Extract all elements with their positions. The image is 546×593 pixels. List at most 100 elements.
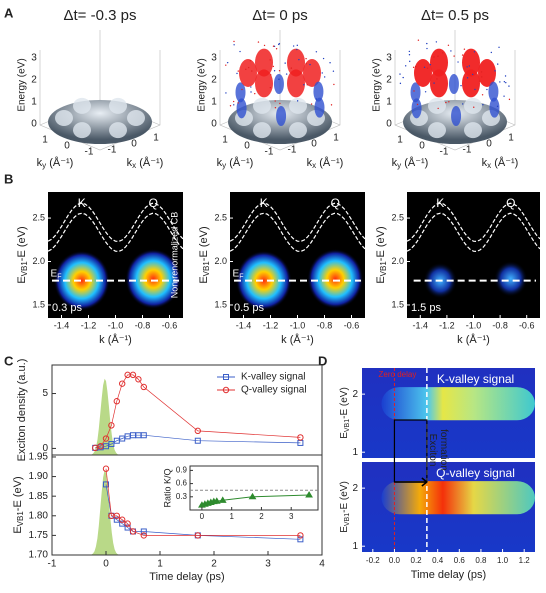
arpes-map [407,192,540,318]
electron-dot [269,59,271,61]
k-valley-cloud [411,98,422,119]
panel-letter: B [4,171,13,186]
electron-dot [480,71,483,73]
y-axis-label-tail: -E (eV) [12,476,24,511]
ky-axis-label: ky (Å⁻¹) [392,156,429,170]
band-bump [464,97,482,114]
data-point [129,528,137,535]
electron-dot [508,98,511,101]
y-tick-label: 5 [42,388,48,399]
electron-dot [448,101,450,103]
valley-label: Q [331,196,340,210]
x-axis-label: Time delay (ps) [149,571,224,583]
electron-dot [426,42,428,45]
electron-dot [472,73,474,76]
k-valley-cloud [235,82,246,103]
time-label: 1.5 ps [411,302,441,314]
exciton-signal [493,260,528,297]
ky-axis-label-sub: y [42,161,46,170]
electron-dot [247,66,250,69]
x-tick-label: 2 [259,512,264,521]
electron-dot [437,55,439,57]
band-bump [73,122,91,139]
electron-dot [272,65,275,68]
x-tick-label: -0.2 [366,556,380,565]
y-tick-label: 0.3 [176,492,188,501]
y-axis-label-sub: VB1 [379,261,388,277]
electron-dot [474,88,476,91]
electron-dot [226,61,229,64]
electron-dot [315,51,318,53]
electron-dot [408,50,411,53]
x-tick-label: -0.6 [162,320,178,330]
legend-marker [222,386,230,394]
electron-dot [306,84,308,86]
band-bump [428,97,446,114]
x-axis-label: k (Å⁻¹) [457,333,490,346]
z-tick-label: 2 [211,75,217,86]
q-valley-cloud [430,48,448,77]
series-line [105,468,301,536]
data-point [102,435,110,442]
exciton-signal [125,248,182,309]
electron-dot [508,85,510,87]
electron-dot [426,67,429,69]
map-label: K-valley signal [437,372,514,386]
electron-dot [305,57,307,60]
y-tick-label: 1.70 [29,550,49,561]
x-tick-label: 0.8 [475,556,487,565]
q-valley-cloud [414,59,432,87]
band-bump [464,122,482,139]
electron-dot [274,106,277,109]
z-tick-label: 3 [211,53,217,64]
z-tick-label: 0 [211,119,217,130]
electron-dot [273,70,276,72]
electron-dot [463,48,466,50]
pump-pulse [84,378,128,455]
time-label: 0.3 ps [52,302,82,314]
y-axis-label-base: E [339,526,350,533]
y-axis-label: EVB1-E (eV) [198,226,211,283]
zero-label: Zero delay [379,370,417,379]
electron-dot [298,58,300,61]
formation-arrow [394,477,429,487]
y-tick-label: 0.6 [176,479,188,488]
legend-label: K-valley signal [241,372,305,383]
fermi-label: EF [51,268,62,280]
y-tick-label: 1.95 [29,452,49,463]
ky-axis-label-tail: (Å⁻¹) [46,156,73,169]
electron-dot [333,83,335,86]
electron-dot [279,102,281,105]
x-tick-label: 1.2 [519,556,531,565]
ky-axis-label: ky (Å⁻¹) [217,156,254,170]
electron-dot [473,51,476,53]
x-tick-label: -1.2 [81,320,97,330]
z-tick-label: 1 [31,97,37,108]
kx-axis-label-base: k [482,157,488,169]
x-tick-label: -1.0 [108,320,124,330]
data-point [140,528,147,535]
data-point [129,371,137,379]
x-tick-label: 0.6 [454,556,466,565]
electron-dot [275,48,278,50]
series-line [95,434,301,449]
x-tick-label: 0 [103,559,109,570]
electron-dot [274,100,276,102]
kx-axis-label: kx (Å⁻¹) [482,156,519,170]
k-valley-cloud [314,97,325,118]
y-axis-label: EVB1-E (eV) [12,476,25,533]
y-axis-label-base: E [12,526,24,533]
electron-dot [249,60,252,62]
band-bump [127,110,145,126]
y-tick-label: 0 [42,443,48,454]
electron-dot [250,91,252,93]
kx-tick-label: 0 [486,139,492,150]
electron-dot [457,61,459,63]
plot-frame [51,454,323,556]
x-tick-label: -1.0 [466,320,482,330]
band-bump [55,110,73,126]
electron-dot [399,73,401,75]
electron-dot [447,44,450,46]
cb-band [47,202,184,243]
cb-annotation: Non-renormalized CB [169,212,179,299]
